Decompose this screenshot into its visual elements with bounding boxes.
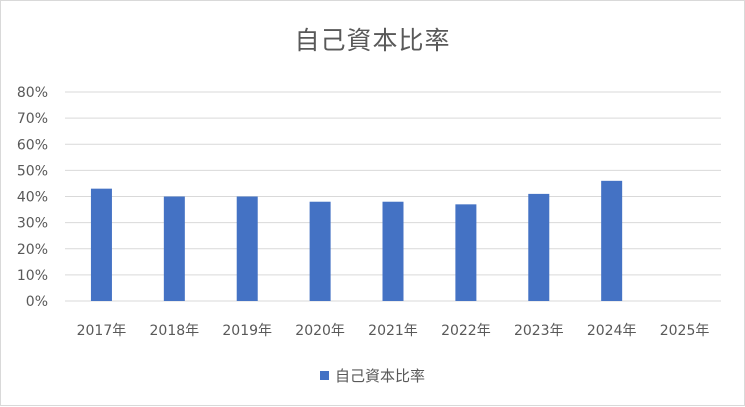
y-tick-label: 50%: [17, 163, 48, 179]
bar: [90, 188, 112, 301]
bar: [455, 204, 477, 301]
y-tick-label: 60%: [17, 137, 48, 153]
y-tick-label: 70%: [17, 111, 48, 127]
x-tick-label: 2025年: [660, 323, 710, 339]
x-tick-label: 2020年: [295, 323, 345, 339]
bar: [236, 196, 258, 301]
x-tick-label: 2017年: [77, 323, 127, 339]
y-tick-label: 30%: [17, 216, 48, 232]
x-tick-label: 2019年: [222, 323, 272, 339]
bar: [382, 201, 404, 301]
y-tick-label: 40%: [17, 190, 48, 206]
y-tick-label: 20%: [17, 242, 48, 258]
y-tick-label: 0%: [26, 294, 48, 310]
x-tick-label: 2023年: [514, 323, 564, 339]
bar: [601, 180, 623, 301]
legend-swatch: [319, 371, 329, 380]
bar: [528, 193, 550, 301]
x-tick-label: 2022年: [441, 323, 491, 339]
y-tick-label: 10%: [17, 268, 48, 284]
chart-title: 自己資本比率: [294, 26, 451, 55]
x-tick-label: 2021年: [368, 323, 418, 339]
x-tick-label: 2018年: [150, 323, 200, 339]
x-tick-label: 2024年: [587, 323, 637, 339]
bar: [163, 196, 185, 301]
y-tick-label: 80%: [17, 85, 48, 101]
legend-label: 自己資本比率: [334, 367, 425, 385]
legend: 自己資本比率: [1, 365, 744, 386]
bar: [309, 201, 331, 301]
